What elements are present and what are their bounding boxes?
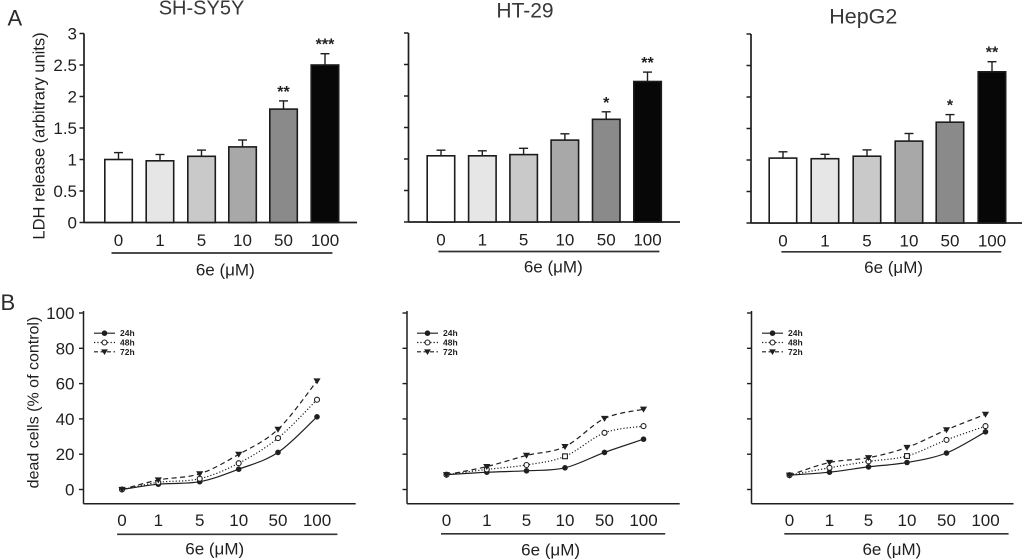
svg-text:5: 5: [519, 231, 528, 250]
svg-text:0: 0: [117, 511, 126, 530]
svg-text:50: 50: [269, 511, 288, 530]
svg-text:**: **: [277, 84, 290, 101]
svg-text:2: 2: [68, 88, 77, 107]
svg-text:24h: 24h: [443, 328, 458, 338]
svg-text:6e (μM): 6e (μM): [521, 540, 580, 559]
svg-text:50: 50: [595, 511, 614, 530]
svg-text:1: 1: [820, 232, 829, 251]
svg-text:1: 1: [154, 511, 163, 530]
svg-text:B: B: [1, 290, 16, 315]
svg-text:10: 10: [900, 232, 919, 251]
svg-text:6e (μM): 6e (μM): [185, 540, 244, 559]
svg-text:10: 10: [233, 231, 252, 250]
svg-text:0: 0: [442, 511, 451, 530]
svg-text:20: 20: [56, 445, 75, 464]
svg-text:0: 0: [65, 481, 74, 500]
svg-text:**: **: [986, 45, 999, 62]
svg-text:48h: 48h: [120, 338, 135, 348]
svg-text:1.5: 1.5: [53, 119, 77, 138]
svg-text:6e (μM): 6e (μM): [196, 261, 255, 280]
svg-text:6e (μM): 6e (μM): [862, 540, 921, 559]
svg-text:1: 1: [482, 511, 491, 530]
svg-text:48h: 48h: [788, 338, 803, 348]
svg-text:5: 5: [522, 511, 531, 530]
svg-text:100: 100: [311, 231, 339, 250]
svg-text:1: 1: [68, 151, 77, 170]
svg-text:A: A: [8, 6, 23, 31]
svg-text:100: 100: [303, 511, 331, 530]
svg-text:***: ***: [316, 37, 335, 54]
svg-text:1: 1: [155, 231, 164, 250]
svg-text:0: 0: [114, 231, 123, 250]
svg-text:100: 100: [46, 304, 74, 323]
svg-text:dead cells (% of control): dead cells (% of control): [26, 317, 43, 489]
svg-text:24h: 24h: [788, 328, 803, 338]
svg-text:HT-29: HT-29: [496, 0, 553, 23]
svg-text:72h: 72h: [788, 347, 803, 357]
svg-text:1: 1: [825, 511, 834, 530]
svg-text:0: 0: [778, 232, 787, 251]
svg-text:100: 100: [971, 511, 999, 530]
svg-text:50: 50: [274, 231, 293, 250]
svg-text:0: 0: [436, 231, 445, 250]
svg-text:100: 100: [978, 232, 1006, 251]
svg-text:HepG2: HepG2: [829, 5, 897, 29]
svg-text:100: 100: [629, 511, 657, 530]
svg-text:SH-SY5Y: SH-SY5Y: [159, 0, 245, 20]
svg-text:48h: 48h: [443, 338, 458, 348]
svg-text:5: 5: [864, 511, 873, 530]
svg-text:100: 100: [633, 231, 661, 250]
svg-text:50: 50: [941, 232, 960, 251]
svg-text:10: 10: [229, 511, 248, 530]
svg-text:0: 0: [785, 511, 794, 530]
svg-text:*: *: [947, 98, 954, 115]
svg-text:0.5: 0.5: [53, 182, 77, 201]
svg-text:10: 10: [556, 511, 575, 530]
svg-text:3: 3: [68, 25, 77, 44]
svg-text:2.5: 2.5: [53, 56, 77, 75]
svg-text:LDH release (arbitrary units): LDH release (arbitrary units): [31, 32, 49, 239]
svg-text:50: 50: [597, 231, 616, 250]
svg-text:80: 80: [56, 339, 75, 358]
svg-text:60: 60: [56, 375, 75, 394]
svg-text:5: 5: [195, 511, 204, 530]
svg-text:10: 10: [555, 231, 574, 250]
svg-text:**: **: [641, 55, 654, 72]
svg-text:72h: 72h: [120, 347, 135, 357]
svg-text:1: 1: [478, 231, 487, 250]
svg-text:6e (μM): 6e (μM): [524, 258, 583, 277]
svg-text:40: 40: [56, 410, 75, 429]
svg-text:50: 50: [937, 511, 956, 530]
svg-text:0: 0: [68, 214, 77, 233]
svg-text:5: 5: [197, 231, 206, 250]
svg-text:*: *: [603, 95, 610, 112]
svg-text:10: 10: [898, 511, 917, 530]
svg-text:72h: 72h: [443, 347, 458, 357]
svg-text:6e (μM): 6e (μM): [864, 258, 923, 277]
svg-text:5: 5: [862, 232, 871, 251]
svg-text:24h: 24h: [120, 328, 135, 338]
